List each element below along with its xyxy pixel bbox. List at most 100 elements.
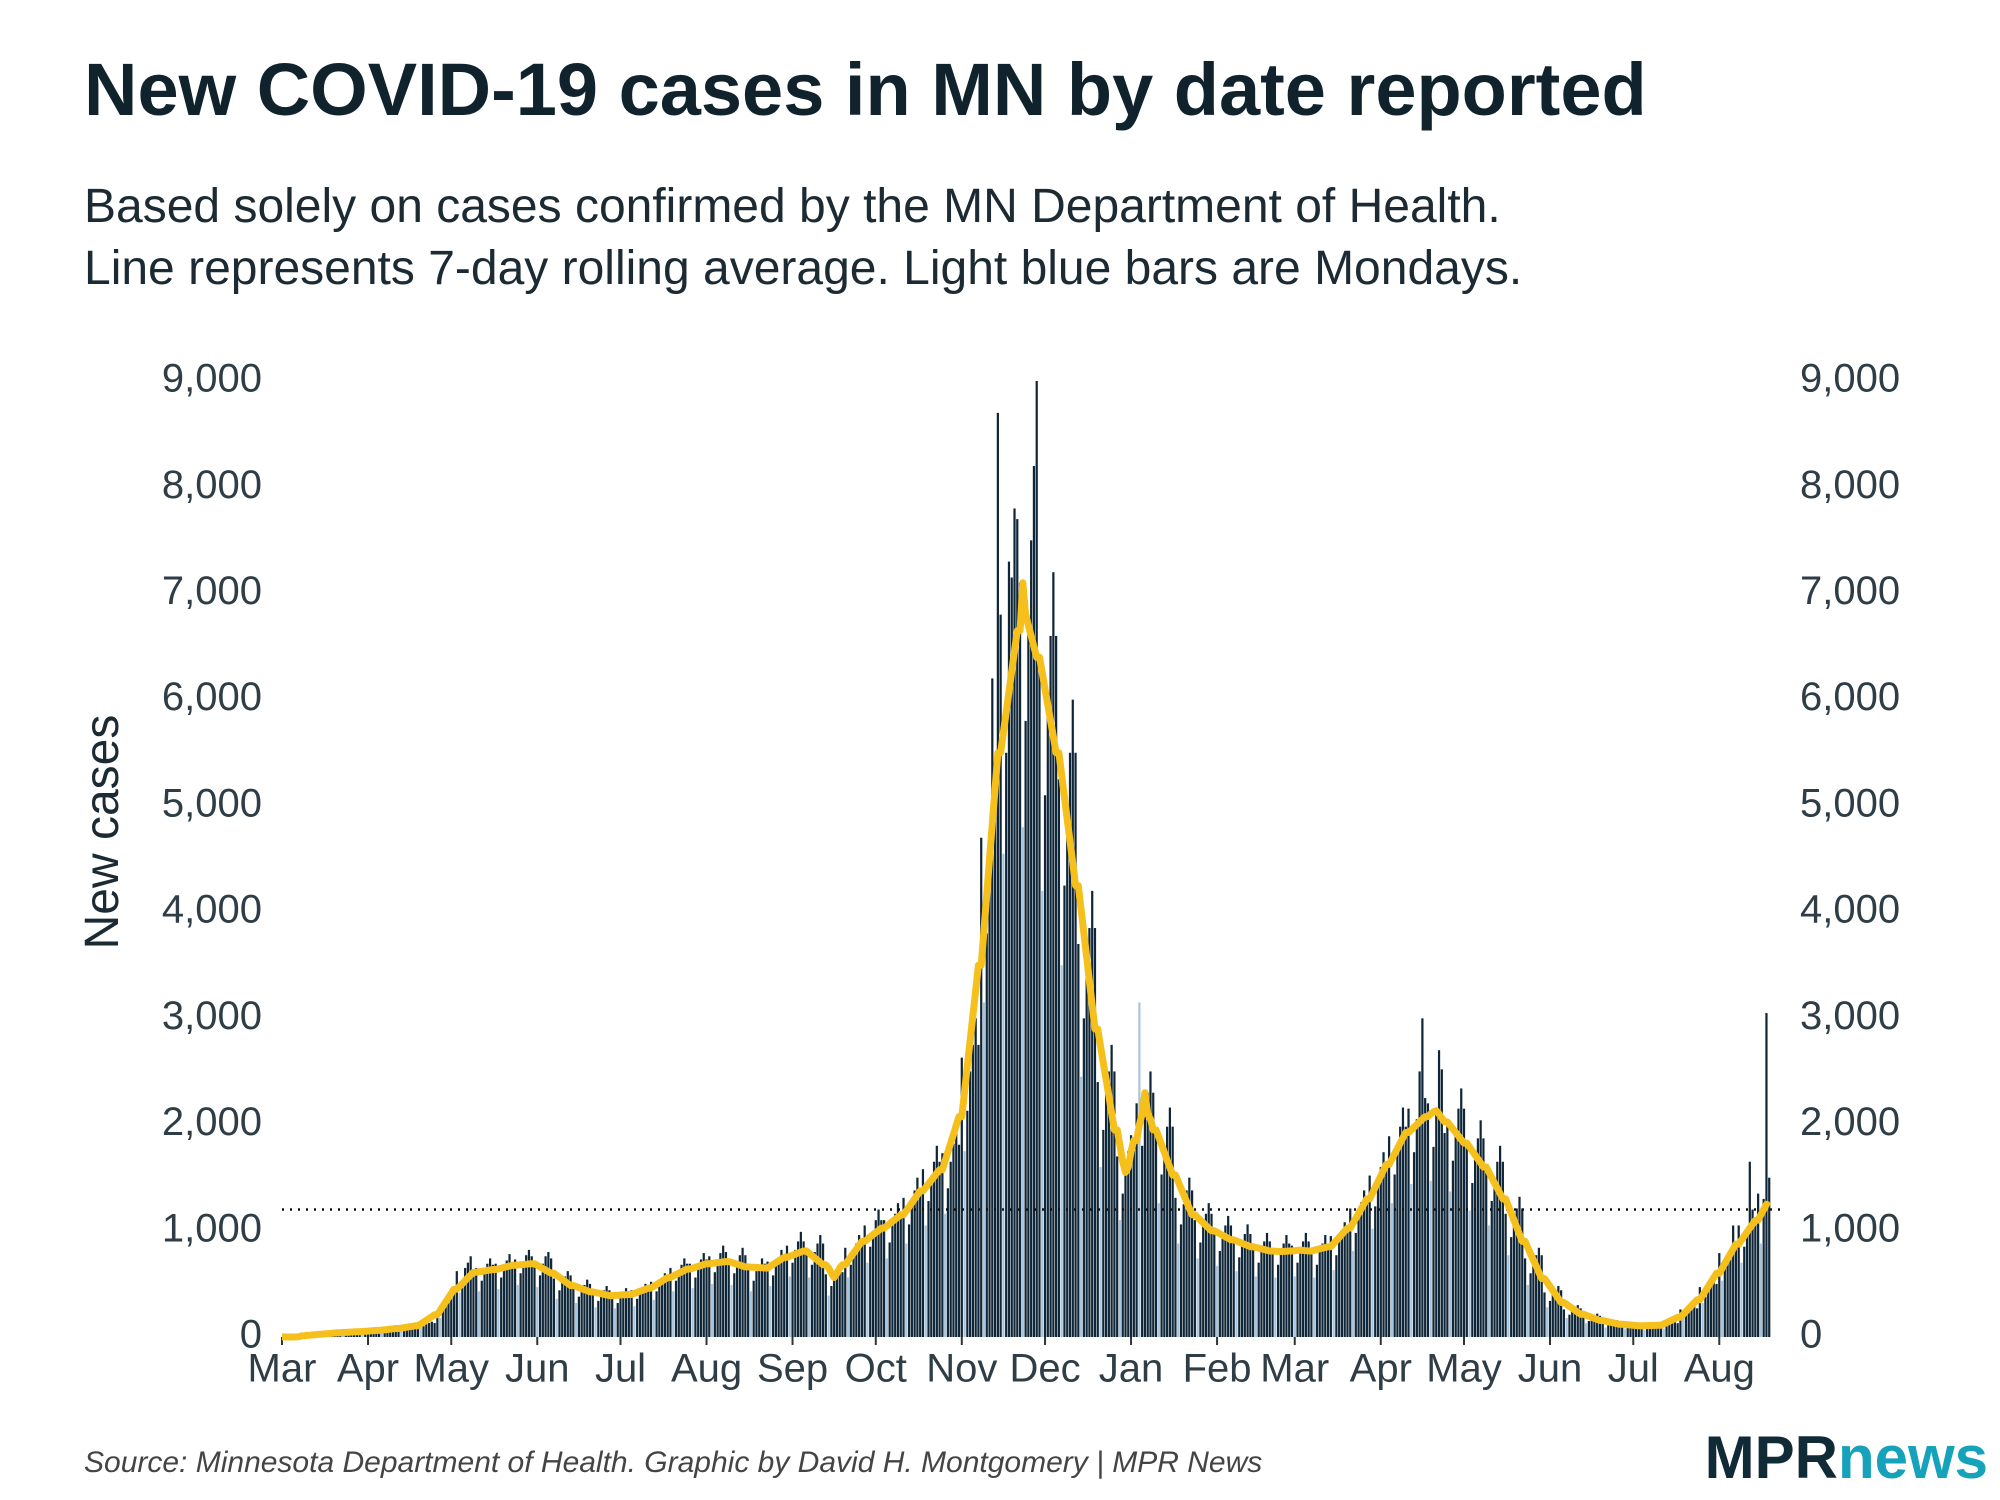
bar (555, 1298, 558, 1337)
bar (1640, 1325, 1643, 1337)
bar (447, 1296, 450, 1337)
bar (1154, 1135, 1158, 1337)
bar (1221, 1236, 1224, 1337)
bar (710, 1283, 714, 1337)
bar (969, 1071, 972, 1337)
x-tick-label: Aug (1684, 1347, 1755, 1391)
bar (1218, 1250, 1221, 1337)
bar (1116, 1156, 1119, 1337)
bar (558, 1290, 561, 1337)
bar (386, 1329, 389, 1337)
bar (661, 1278, 664, 1337)
bar (497, 1289, 500, 1337)
bar (758, 1264, 761, 1337)
bar (824, 1274, 827, 1337)
bar (855, 1243, 858, 1337)
bar (461, 1282, 464, 1337)
bar (488, 1258, 492, 1337)
bar (1529, 1273, 1532, 1337)
bar (1618, 1322, 1621, 1337)
bar (1412, 1152, 1416, 1337)
bar (1363, 1190, 1366, 1337)
bar (1493, 1177, 1496, 1337)
bar (1143, 1113, 1147, 1337)
bar (888, 1242, 891, 1337)
bar (1745, 1230, 1749, 1337)
bar (1071, 699, 1074, 1337)
y2-tick-label: 6,000 (1800, 675, 1900, 719)
bar (1768, 1177, 1771, 1337)
x-tick-label: Apr (337, 1347, 399, 1391)
x-tick-label: Jan (1099, 1347, 1164, 1391)
bar (641, 1288, 644, 1337)
bar (1479, 1120, 1482, 1337)
rolling-average-line (281, 579, 1772, 1341)
bar (1207, 1203, 1210, 1337)
bar (702, 1253, 705, 1337)
bar (913, 1190, 916, 1337)
bar (677, 1271, 680, 1337)
bar (1426, 1103, 1430, 1337)
bar (1546, 1307, 1549, 1337)
bar (1085, 965, 1088, 1337)
bar (1099, 1167, 1102, 1337)
bar (1265, 1232, 1269, 1337)
bar (1648, 1326, 1652, 1337)
bar (1349, 1208, 1352, 1337)
bar (472, 1269, 475, 1337)
bar (566, 1271, 569, 1337)
bar (802, 1241, 805, 1337)
bar (941, 1153, 944, 1337)
y-tick-label: 4,000 (162, 888, 262, 932)
bar (1607, 1325, 1610, 1337)
bar (522, 1262, 525, 1337)
bar (955, 1126, 958, 1337)
bar (1301, 1241, 1305, 1337)
bar (572, 1287, 575, 1337)
bar (1035, 381, 1038, 1337)
bar (577, 1296, 580, 1337)
bar (569, 1275, 572, 1337)
bar (1729, 1248, 1732, 1337)
bar (1712, 1279, 1715, 1337)
bar (1654, 1324, 1657, 1337)
bar (644, 1283, 647, 1337)
bar (1671, 1323, 1674, 1337)
logo-part: MPR (1705, 1424, 1838, 1491)
bar (1046, 699, 1049, 1337)
bar (1682, 1317, 1685, 1337)
bar (422, 1326, 425, 1337)
bar (638, 1292, 642, 1337)
bar (1659, 1323, 1663, 1337)
bar (1443, 1133, 1446, 1337)
bar (1235, 1271, 1238, 1337)
bar (1177, 1243, 1180, 1337)
bar (633, 1306, 636, 1337)
bar (952, 1143, 955, 1337)
bar (1471, 1182, 1474, 1337)
bar (1340, 1231, 1344, 1337)
y2-tick-label: 3,000 (1800, 994, 1900, 1038)
bar (1757, 1193, 1760, 1337)
bar (1740, 1262, 1743, 1337)
bar (1293, 1276, 1296, 1337)
bar (735, 1262, 739, 1337)
bar (1460, 1088, 1463, 1337)
bar (624, 1288, 628, 1337)
bar (944, 1213, 947, 1337)
bar (674, 1280, 678, 1337)
bar (452, 1292, 456, 1337)
bar (980, 837, 983, 1337)
bar (1246, 1224, 1249, 1337)
bar (1371, 1228, 1374, 1337)
bar (530, 1256, 533, 1337)
bar (772, 1275, 775, 1337)
bar (691, 1288, 694, 1337)
bar (1243, 1233, 1246, 1337)
bar (1063, 885, 1066, 1337)
bar (1393, 1174, 1396, 1337)
bar (1118, 1220, 1122, 1337)
bar (1107, 1071, 1110, 1337)
bar (1637, 1324, 1640, 1337)
bar (1188, 1177, 1191, 1337)
